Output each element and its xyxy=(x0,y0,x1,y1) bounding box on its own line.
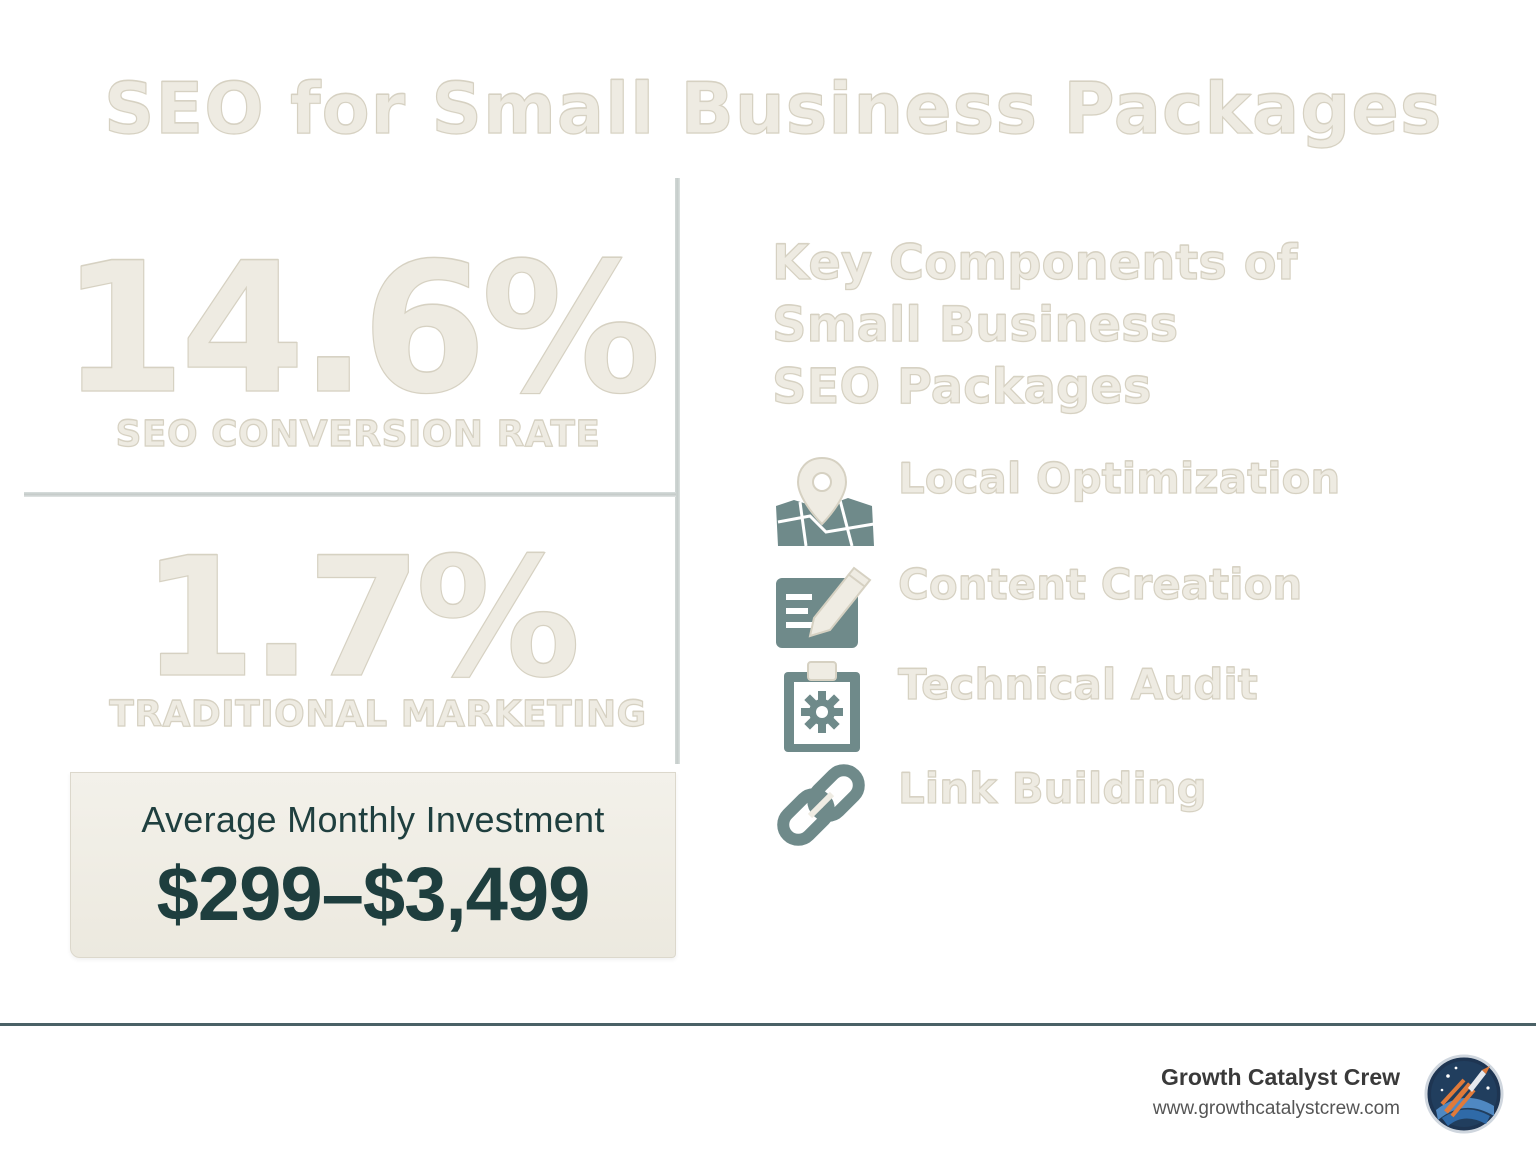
map-pin-icon xyxy=(776,456,875,547)
page-title: SEO for Small Business Packages xyxy=(103,67,1443,150)
components-title-line: SEO Packages xyxy=(771,358,1152,415)
component-label: Technical Audit xyxy=(897,659,1258,709)
component-content-creation: Content Creation xyxy=(770,559,1370,660)
components-title-line: Small Business xyxy=(771,296,1179,353)
investment-card: Average Monthly Investment $299–$3,499 xyxy=(70,772,676,958)
rocket-logo-icon xyxy=(1424,1054,1504,1134)
traditional-marketing-value: 1.7% xyxy=(141,521,582,714)
clipboard-gear-icon xyxy=(784,661,860,752)
seo-conversion-value: 14.6% xyxy=(60,224,662,434)
components-title-line: Key Components of xyxy=(771,234,1298,291)
components-title: Key Components of Small Business SEO Pac… xyxy=(771,232,1332,418)
brand-url[interactable]: www.growthcatalystcrew.com xyxy=(1152,1098,1400,1119)
footer-divider xyxy=(0,1023,1536,1026)
component-link-building: Link Building xyxy=(770,763,1370,864)
component-local-optimization: Local Optimization xyxy=(770,453,1370,554)
component-label: Link Building xyxy=(897,763,1207,813)
vertical-divider xyxy=(675,178,680,764)
traditional-marketing-label: TRADITIONAL MARKETING xyxy=(109,693,647,735)
component-label: Content Creation xyxy=(897,559,1303,609)
investment-label: Average Monthly Investment xyxy=(141,799,605,840)
chain-link-icon xyxy=(777,764,865,846)
investment-value: $299–$3,499 xyxy=(156,852,591,937)
horizontal-divider xyxy=(24,492,676,497)
component-technical-audit: Technical Audit xyxy=(770,659,1370,760)
seo-conversion-label: SEO CONVERSION RATE xyxy=(115,413,601,455)
component-label: Local Optimization xyxy=(897,453,1341,503)
pencil-note-icon xyxy=(776,566,872,648)
brand-name: Growth Catalyst Crew xyxy=(1161,1064,1400,1090)
